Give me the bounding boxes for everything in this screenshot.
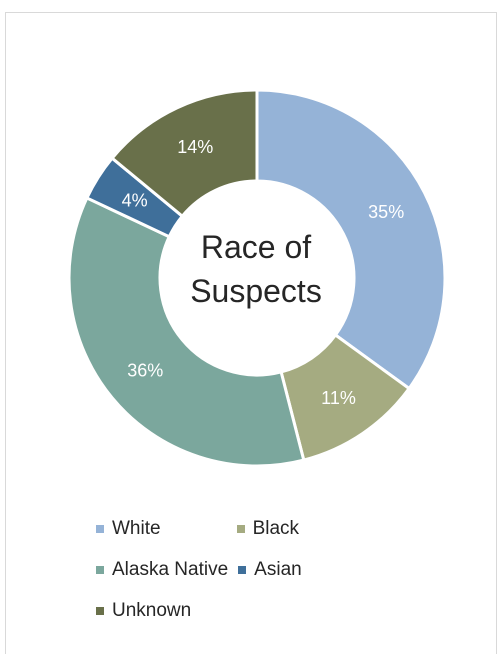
legend-swatch-unknown — [96, 606, 104, 615]
chart-legend: White Black Alaska Native Asian Unknown — [96, 508, 396, 631]
slice-label-unknown: 14% — [177, 137, 213, 157]
slice-label-black: 11% — [321, 388, 356, 408]
slice-label-asian: 4% — [122, 190, 148, 210]
legend-swatch-asian — [238, 565, 247, 574]
legend-swatch-white — [96, 524, 104, 533]
legend-item-white: White — [96, 518, 161, 540]
legend-label-alaska-native: Alaska Native — [112, 558, 229, 580]
legend-label-unknown: Unknown — [112, 599, 192, 621]
legend-swatch-alaska-native — [96, 565, 104, 574]
slice-label-white: 35% — [368, 202, 404, 222]
legend-label-white: White — [112, 517, 161, 539]
legend-row: Alaska Native Asian — [96, 549, 396, 590]
slice-labels: 35% 11% 36% 4% 14% — [122, 137, 405, 408]
legend-row: Unknown — [96, 590, 396, 631]
slice-unknown — [110, 88, 259, 219]
legend-swatch-black — [236, 524, 245, 533]
legend-label-asian: Asian — [254, 558, 302, 580]
legend-item-black: Black — [236, 517, 300, 540]
legend-item-unknown: Unknown — [96, 600, 191, 622]
slice-alaska-native — [67, 195, 306, 468]
chart-title-line-2: Suspects — [190, 273, 322, 309]
legend-item-alaska-native: Alaska Native — [96, 559, 228, 581]
chart-title-line-1: Race of — [201, 229, 311, 265]
legend-item-asian: Asian — [238, 559, 302, 581]
legend-row: White Black — [96, 508, 396, 549]
legend-label-black: Black — [252, 517, 300, 539]
slice-white — [255, 88, 447, 391]
donut-slices — [67, 88, 447, 468]
slice-label-alaska-native: 36% — [127, 360, 163, 380]
